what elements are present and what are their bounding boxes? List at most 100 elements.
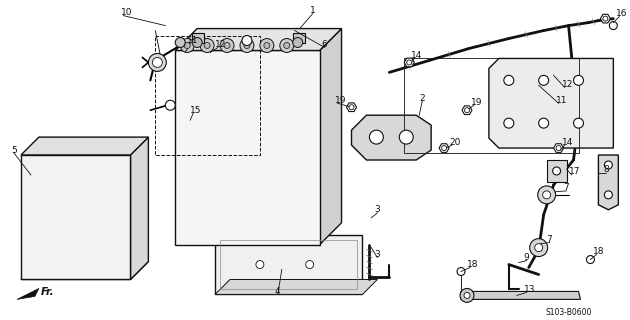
Circle shape	[537, 186, 556, 204]
Circle shape	[442, 146, 447, 150]
Text: 3: 3	[374, 205, 380, 214]
Text: 14: 14	[411, 51, 423, 60]
Text: 7: 7	[564, 183, 570, 192]
Text: 6: 6	[322, 40, 328, 49]
Circle shape	[293, 37, 302, 47]
Polygon shape	[17, 288, 39, 300]
Bar	[192, 33, 204, 43]
Circle shape	[264, 43, 270, 49]
Circle shape	[242, 36, 252, 45]
Text: 7: 7	[547, 235, 553, 244]
Circle shape	[530, 239, 547, 257]
Text: 4: 4	[275, 287, 280, 296]
Text: 1: 1	[310, 6, 316, 15]
Circle shape	[175, 37, 185, 47]
Text: S103-B0600: S103-B0600	[546, 308, 592, 317]
Polygon shape	[21, 261, 149, 279]
Text: 16: 16	[616, 9, 628, 18]
Circle shape	[149, 53, 166, 71]
Text: 3: 3	[374, 250, 380, 259]
Text: 15: 15	[190, 106, 202, 115]
Circle shape	[542, 191, 551, 199]
Polygon shape	[462, 106, 472, 115]
Text: 19: 19	[335, 96, 346, 105]
Text: 18: 18	[467, 260, 479, 269]
Bar	[156, 36, 260, 155]
Circle shape	[152, 58, 163, 68]
Circle shape	[464, 108, 469, 113]
Circle shape	[306, 260, 314, 268]
Polygon shape	[461, 292, 580, 300]
Circle shape	[457, 268, 465, 276]
Bar	[220, 240, 357, 289]
Polygon shape	[439, 144, 449, 152]
Circle shape	[504, 118, 514, 128]
Polygon shape	[215, 279, 377, 294]
Circle shape	[244, 43, 250, 49]
Polygon shape	[175, 28, 341, 51]
Bar	[175, 51, 319, 244]
Text: 5: 5	[11, 146, 17, 155]
Circle shape	[220, 38, 234, 52]
Bar	[21, 155, 130, 279]
Text: 13: 13	[524, 285, 536, 294]
Polygon shape	[319, 28, 341, 244]
Circle shape	[587, 256, 595, 264]
Circle shape	[556, 146, 561, 150]
Polygon shape	[489, 59, 614, 148]
Circle shape	[504, 76, 514, 85]
Circle shape	[192, 37, 202, 47]
Circle shape	[460, 288, 474, 302]
Polygon shape	[600, 14, 610, 23]
Circle shape	[369, 130, 384, 144]
Text: 9: 9	[524, 253, 529, 262]
Circle shape	[535, 244, 542, 252]
Circle shape	[204, 43, 210, 49]
Polygon shape	[346, 103, 357, 112]
Text: 12: 12	[215, 40, 226, 49]
Circle shape	[539, 76, 549, 85]
Text: 11: 11	[187, 36, 198, 45]
Circle shape	[464, 292, 470, 298]
Text: 2: 2	[419, 94, 425, 103]
Text: 14: 14	[561, 138, 573, 147]
Bar	[547, 160, 566, 182]
Polygon shape	[554, 144, 564, 152]
Circle shape	[180, 38, 194, 52]
Text: 17: 17	[568, 167, 580, 176]
Text: 8: 8	[604, 165, 609, 174]
Circle shape	[240, 38, 254, 52]
Polygon shape	[130, 137, 149, 279]
Polygon shape	[598, 155, 618, 210]
Text: 10: 10	[120, 8, 132, 17]
Circle shape	[280, 38, 294, 52]
Circle shape	[609, 22, 617, 29]
Polygon shape	[352, 115, 431, 160]
Polygon shape	[404, 58, 414, 67]
Circle shape	[165, 100, 175, 110]
Circle shape	[200, 38, 214, 52]
Circle shape	[407, 60, 412, 65]
Text: Fr.: Fr.	[41, 287, 54, 297]
Circle shape	[284, 43, 290, 49]
Circle shape	[224, 43, 230, 49]
Circle shape	[539, 118, 549, 128]
Circle shape	[399, 130, 413, 144]
Circle shape	[349, 105, 354, 110]
Text: 11: 11	[556, 96, 567, 105]
Bar	[215, 235, 362, 294]
Circle shape	[603, 16, 608, 21]
Circle shape	[184, 43, 190, 49]
Circle shape	[260, 38, 274, 52]
Circle shape	[573, 118, 583, 128]
Bar	[293, 33, 305, 43]
Text: 12: 12	[561, 80, 573, 89]
Circle shape	[573, 76, 583, 85]
Text: 18: 18	[593, 247, 605, 256]
Circle shape	[604, 161, 612, 169]
Circle shape	[256, 260, 264, 268]
Text: 20: 20	[449, 138, 461, 147]
Bar	[404, 59, 578, 153]
Polygon shape	[21, 137, 149, 155]
Text: 19: 19	[471, 98, 483, 107]
